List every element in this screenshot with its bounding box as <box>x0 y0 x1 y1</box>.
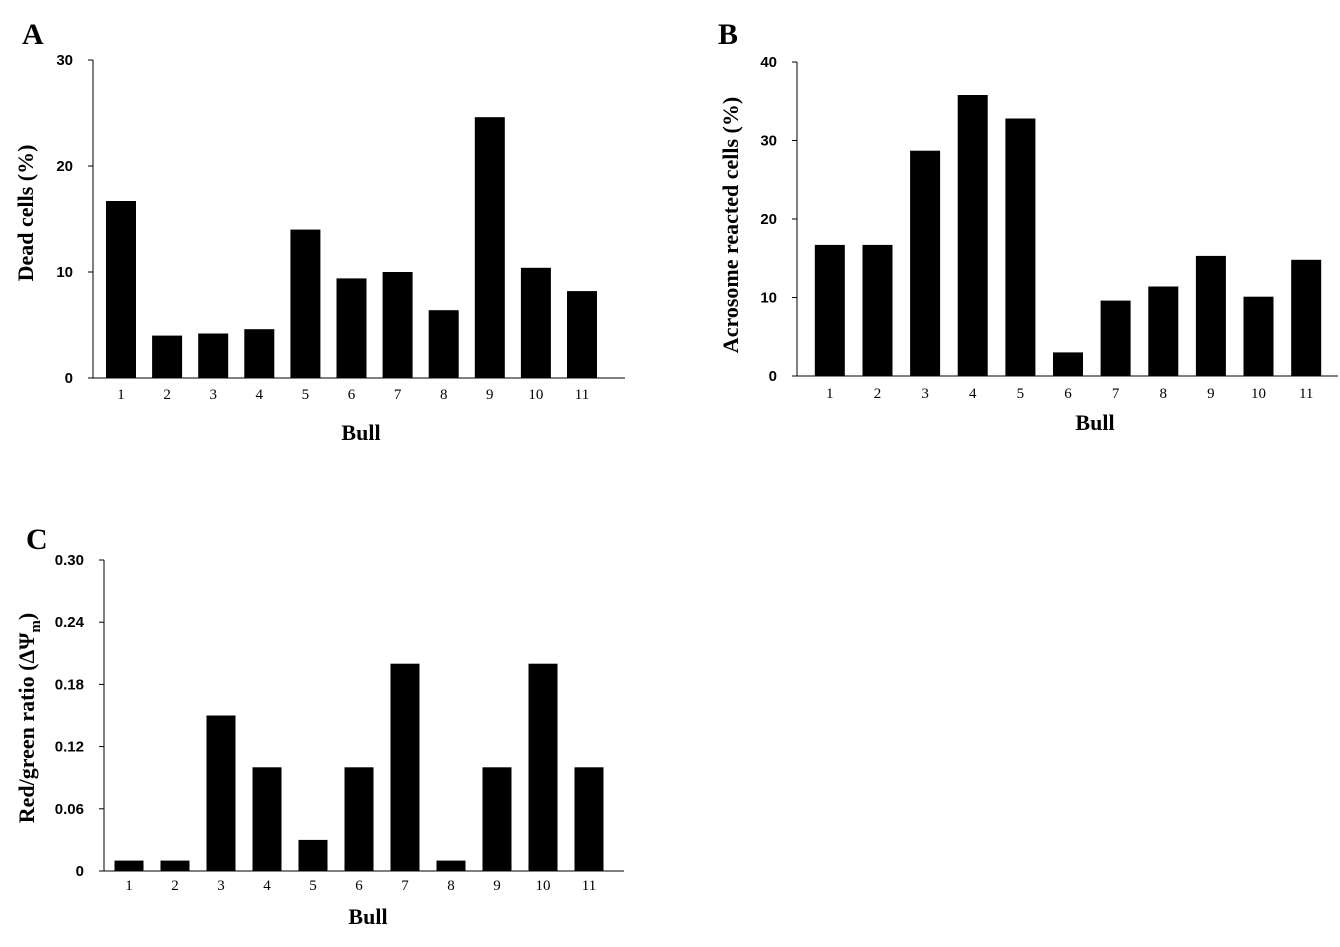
y-tick-label-c: 0.12 <box>55 739 84 756</box>
x-tick-label-b: 4 <box>969 386 977 402</box>
x-tick-label-c: 9 <box>493 878 501 894</box>
bar-a-10 <box>520 267 551 378</box>
y-tick-label-c: 0.24 <box>55 614 85 631</box>
y-axis-title-subscript-c: m <box>28 620 44 633</box>
x-tick-label-a: 8 <box>440 387 448 403</box>
y-tick-label-b: 20 <box>760 211 777 228</box>
y-tick-label-c: 0.06 <box>55 801 84 818</box>
bar-a-7 <box>382 272 413 378</box>
x-tick-label-c: 10 <box>536 878 551 894</box>
bar-c-1 <box>114 860 144 871</box>
bar-a-8 <box>428 310 459 378</box>
chart-panel-b: B 0 10 20 30 40 1 2 3 4 5 6 7 8 9 10 11 Bull Acrosome reac… <box>718 18 1338 435</box>
panel-letter-b: B <box>718 18 738 51</box>
x-tick-label-b: 6 <box>1064 386 1072 402</box>
bar-b-3 <box>910 150 941 376</box>
bar-a-11 <box>567 291 597 378</box>
bar-a-9 <box>474 117 505 378</box>
y-tick-label-a: 20 <box>56 158 73 175</box>
y-axis-title-a: Dead cells (%) <box>13 145 38 282</box>
x-tick-label-c: 5 <box>309 878 317 894</box>
x-axis-title-c: Bull <box>348 904 387 929</box>
y-tick-label-b: 0 <box>769 368 777 385</box>
bar-c-3 <box>206 715 236 871</box>
x-tick-label-b: 11 <box>1299 386 1313 402</box>
x-tick-label-c: 2 <box>171 878 179 894</box>
x-tick-label-a: 6 <box>348 387 356 403</box>
y-tick-label-a: 30 <box>56 52 73 69</box>
x-tick-label-a: 2 <box>163 387 171 403</box>
x-tick-label-a: 1 <box>117 387 125 403</box>
x-tick-label-a: 5 <box>302 387 310 403</box>
x-tick-label-a: 4 <box>256 387 264 403</box>
x-tick-label-b: 9 <box>1207 386 1215 402</box>
x-tick-label-a: 9 <box>486 387 494 403</box>
y-axis-title-c: Red/green ratio (ΔΨm) <box>14 613 44 823</box>
chart-panel-c: C 0 0.06 0.12 0.18 0.24 0.30 1 2 3 4 5 6 7 8 9 10 11 Bull R… <box>14 523 624 929</box>
bar-a-2 <box>152 335 183 378</box>
y-tick-label-a: 0 <box>65 370 73 387</box>
x-tick-label-c: 1 <box>125 878 133 894</box>
y-tick-label-c: 0.30 <box>55 552 84 569</box>
x-tick-label-c: 4 <box>263 878 271 894</box>
chart-panel-a: A 0 10 20 30 1 2 3 4 5 6 7 8 9 10 11 Bull Dead cells (%) <box>13 18 625 445</box>
x-tick-label-c: 3 <box>217 878 225 894</box>
bar-b-10 <box>1243 296 1274 376</box>
bar-a-5 <box>290 229 321 378</box>
bar-b-9 <box>1195 255 1226 376</box>
bar-c-11 <box>574 767 604 871</box>
bar-b-6 <box>1053 352 1083 376</box>
x-tick-label-b: 10 <box>1251 386 1266 402</box>
bar-c-5 <box>298 839 328 871</box>
x-tick-label-c: 7 <box>401 878 409 894</box>
y-tick-label-c: 0.18 <box>55 676 84 693</box>
bar-a-1 <box>106 201 136 378</box>
bar-c-10 <box>528 663 558 871</box>
bar-a-4 <box>244 329 275 378</box>
bar-b-11 <box>1291 259 1322 376</box>
x-tick-label-b: 7 <box>1112 386 1120 402</box>
bar-b-8 <box>1148 286 1179 376</box>
x-axis-title-a: Bull <box>341 420 380 445</box>
x-axis-title-b: Bull <box>1075 410 1114 435</box>
bar-b-4 <box>957 95 988 376</box>
x-tick-label-b: 2 <box>874 386 882 402</box>
x-tick-label-c: 11 <box>582 878 596 894</box>
bar-b-2 <box>862 244 893 376</box>
x-tick-label-b: 8 <box>1160 386 1168 402</box>
bar-a-6 <box>336 278 367 378</box>
y-tick-label-a: 10 <box>56 264 73 281</box>
bar-a-3 <box>198 333 229 378</box>
bar-b-1 <box>814 244 845 376</box>
bar-b-7 <box>1100 300 1131 376</box>
y-axis-title-main-c: Red/green ratio (ΔΨ <box>14 632 39 823</box>
x-tick-label-c: 6 <box>355 878 363 894</box>
x-tick-label-a: 3 <box>209 387 217 403</box>
bar-c-7 <box>390 663 420 871</box>
y-tick-label-c: 0 <box>76 863 84 880</box>
bar-c-4 <box>252 767 282 871</box>
x-tick-label-a: 10 <box>528 387 543 403</box>
y-tick-label-b: 10 <box>760 290 777 307</box>
bar-c-6 <box>344 767 374 871</box>
y-tick-label-b: 40 <box>760 54 777 71</box>
x-tick-label-b: 1 <box>826 386 834 402</box>
panel-letter-c: C <box>26 523 48 556</box>
bar-c-9 <box>482 767 512 871</box>
y-tick-label-b: 30 <box>760 133 777 150</box>
y-axis-title-suffix-c: ) <box>14 613 39 620</box>
x-tick-label-b: 3 <box>921 386 929 402</box>
panel-letter-a: A <box>22 18 44 51</box>
bar-c-2 <box>160 860 190 871</box>
x-tick-label-a: 11 <box>575 387 589 403</box>
bar-c-8 <box>436 860 466 871</box>
y-axis-title-b: Acrosome reacted cells (%) <box>718 97 743 353</box>
x-tick-label-a: 7 <box>394 387 402 403</box>
x-tick-label-b: 5 <box>1017 386 1025 402</box>
bar-b-5 <box>1005 118 1036 376</box>
x-tick-label-c: 8 <box>447 878 455 894</box>
